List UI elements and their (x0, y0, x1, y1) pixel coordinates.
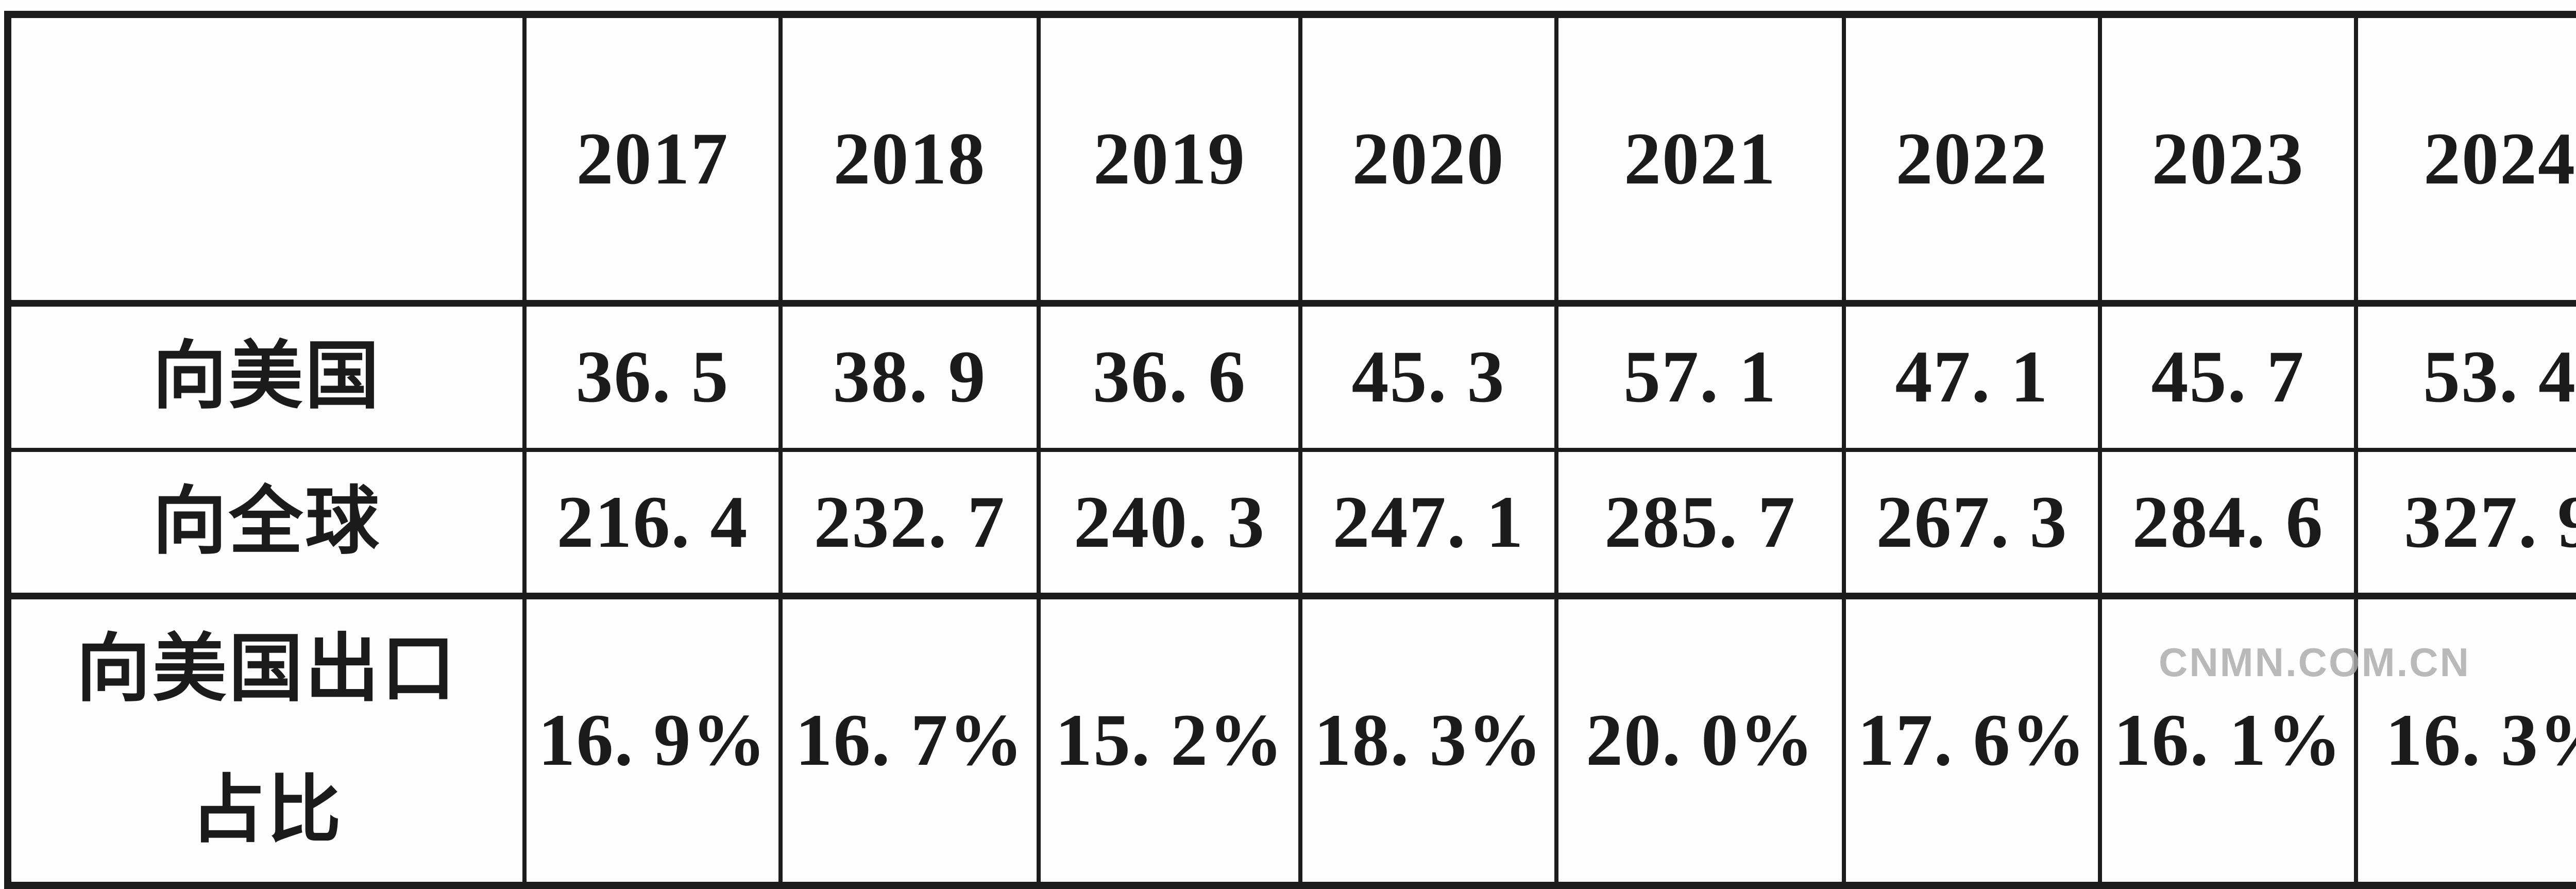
cell-global-2023: 284. 6 (2098, 447, 2358, 600)
cell-share-2017: 16. 9% (522, 594, 783, 887)
header-year-2017: 2017 (522, 12, 783, 307)
header-year-2022: 2022 (1842, 12, 2102, 307)
row-exports-to-global: 向全球 216. 4 232. 7 240. 3 247. 1 285. 7 2… (6, 447, 2576, 600)
cell-share-2020: 18. 3% (1298, 594, 1558, 887)
cell-global-2024: 327. 9 (2354, 447, 2576, 600)
cell-share-2019: 15. 2% (1037, 594, 1302, 887)
scanned-table-page: 2017 2018 2019 2020 2021 2022 2023 2024 … (4, 11, 2576, 889)
cell-share-2021: 20. 0% (1554, 594, 1846, 887)
cell-global-2020: 247. 1 (1298, 447, 1558, 600)
export-data-table: 2017 2018 2019 2020 2021 2022 2023 2024 … (4, 11, 2576, 889)
cell-usa-2017: 36. 5 (522, 301, 783, 452)
row-exports-to-usa: 向美国 36. 5 38. 9 36. 6 45. 3 57. 1 47. 1 … (6, 301, 2576, 452)
cell-share-2018: 16. 7% (778, 594, 1041, 887)
header-year-2024: 2024 (2354, 12, 2576, 307)
cell-global-2022: 267. 3 (1842, 447, 2102, 600)
cell-usa-2020: 45. 3 (1298, 301, 1558, 452)
watermark-text: CNMN.COM.CN (2159, 640, 2470, 685)
cell-global-2017: 216. 4 (522, 447, 783, 600)
cell-usa-2019: 36. 6 (1037, 301, 1302, 452)
cell-usa-2022: 47. 1 (1842, 301, 2102, 452)
cell-share-2022: 17. 6% (1842, 594, 2102, 887)
cell-usa-2024: 53. 4 (2354, 301, 2576, 452)
row-label-to-global: 向全球 (6, 447, 527, 600)
header-blank-cell (6, 12, 527, 307)
cell-global-2018: 232. 7 (778, 447, 1041, 600)
header-year-2019: 2019 (1037, 12, 1302, 307)
row-label-to-usa: 向美国 (6, 301, 527, 452)
cell-global-2019: 240. 3 (1037, 447, 1302, 600)
cell-usa-2021: 57. 1 (1554, 301, 1846, 452)
cell-global-2021: 285. 7 (1554, 447, 1846, 600)
row-label-usa-share: 向美国出口 占比 (6, 594, 527, 887)
header-row: 2017 2018 2019 2020 2021 2022 2023 2024 … (6, 12, 2576, 307)
header-year-2020: 2020 (1298, 12, 1558, 307)
header-year-2023: 2023 (2098, 12, 2358, 307)
cell-usa-2018: 38. 9 (778, 301, 1041, 452)
header-year-2021: 2021 (1554, 12, 1846, 307)
header-year-2018: 2018 (778, 12, 1041, 307)
cell-usa-2023: 45. 7 (2098, 301, 2358, 452)
